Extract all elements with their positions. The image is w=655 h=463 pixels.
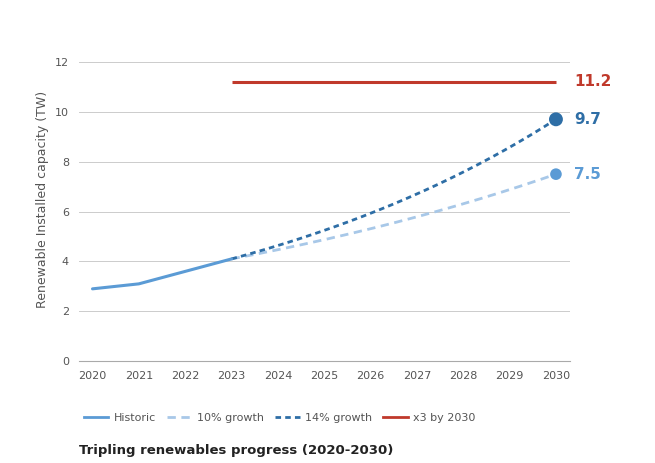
Text: 7.5: 7.5 xyxy=(574,167,601,181)
Text: 9.7: 9.7 xyxy=(574,112,601,127)
Text: Tripling renewables progress (2020-2030): Tripling renewables progress (2020-2030) xyxy=(79,444,393,457)
Text: 11.2: 11.2 xyxy=(574,75,612,89)
Y-axis label: Renewable Installed capacity (TW): Renewable Installed capacity (TW) xyxy=(36,91,49,307)
Point xyxy=(551,116,561,123)
Point xyxy=(551,170,561,178)
Legend: Historic, 10% growth, 14% growth, x3 by 2030: Historic, 10% growth, 14% growth, x3 by … xyxy=(79,409,480,428)
